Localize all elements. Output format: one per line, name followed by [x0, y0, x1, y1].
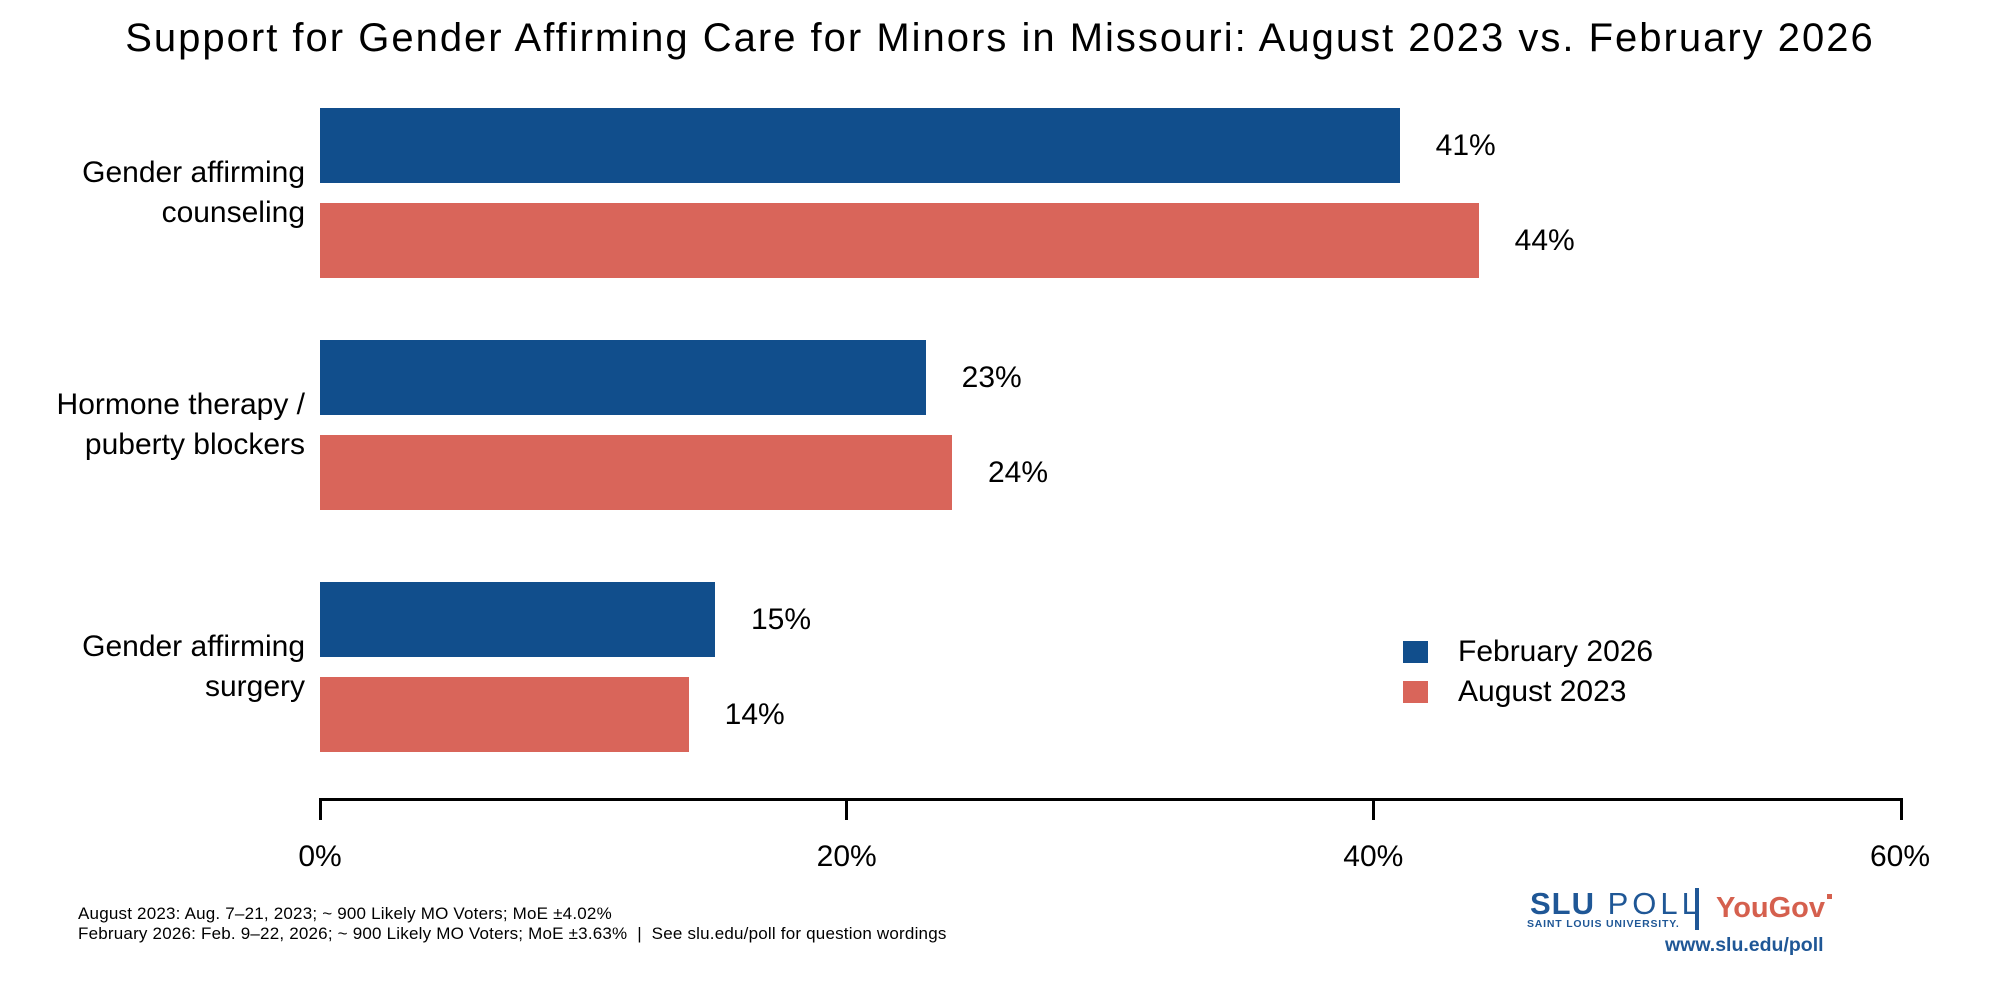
bar-february-2026-gender-affirming-surgery: [320, 582, 715, 657]
bar-february-2026-hormone-therapy-puberty-blockers: [320, 340, 926, 415]
category-label-gender-affirming-surgery: Gender affirming surgery: [82, 630, 305, 703]
yougov-wordmark: YouGov: [1716, 892, 1826, 924]
x-axis-tick: [1900, 798, 1903, 820]
bar-august-2023-gender-affirming-counseling: [320, 203, 1479, 278]
slu-poll-yougov-logo: SLU POLL SAINT LOUIS UNIVERSITY. YouGov …: [1520, 886, 1860, 966]
bar-august-2023-hormone-therapy-puberty-blockers: [320, 435, 952, 510]
legend-item-february-2026: February 2026: [1403, 632, 1653, 672]
x-axis-tick: [318, 798, 322, 820]
slu-poll-wordmark: SLU POLL: [1530, 886, 1703, 922]
registered-trademark-icon: [1827, 894, 1833, 899]
footnote-line-1: August 2023: Aug. 7–21, 2023; ~ 900 Like…: [78, 904, 612, 923]
legend-item-august-2023: August 2023: [1403, 672, 1653, 712]
x-axis-tick: [1371, 798, 1375, 820]
slu-wordmark-slu: SLU: [1530, 886, 1595, 921]
bar-value-label: 23%: [961, 360, 1022, 394]
bar-value-label: 14%: [724, 697, 785, 731]
chart-title: Support for Gender Affirming Care for Mi…: [125, 16, 1875, 60]
logo-divider: [1695, 888, 1699, 930]
bar-value-label: 41%: [1435, 128, 1496, 162]
legend-label-august-2023: August 2023: [1458, 675, 1627, 708]
bar-value-label: 24%: [988, 455, 1049, 489]
yougov-logo: YouGov: [1716, 892, 1833, 925]
bar-february-2026-gender-affirming-counseling: [320, 108, 1400, 183]
legend-swatch-august-2023: [1403, 681, 1428, 703]
legend-label-february-2026: February 2026: [1458, 635, 1654, 668]
category-label-hormone-therapy-puberty-blockers: Hormone therapy / puberty blockers: [56, 388, 305, 461]
x-axis-tick-label: 40%: [1343, 840, 1404, 873]
slu-wordmark-poll: POLL: [1595, 886, 1703, 921]
legend-swatch-february-2026: [1403, 641, 1428, 663]
x-axis-line: [320, 798, 1903, 801]
footnote-line-2: February 2026: Feb. 9–22, 2026; ~ 900 Li…: [78, 924, 947, 943]
slu-poll-url: www.slu.edu/poll: [1665, 934, 1824, 956]
bar-august-2023-gender-affirming-surgery: [320, 677, 689, 752]
x-axis-tick-label: 0%: [298, 840, 342, 873]
bar-value-label: 44%: [1514, 223, 1575, 257]
saint-louis-university-label: SAINT LOUIS UNIVERSITY.: [1527, 918, 1680, 930]
category-label-gender-affirming-counseling: Gender affirming counseling: [82, 156, 305, 229]
bar-value-label: 15%: [751, 602, 812, 636]
x-axis-tick-label: 20%: [816, 840, 877, 873]
x-axis-tick-label: 60%: [1869, 840, 1931, 873]
x-axis-tick: [845, 798, 849, 820]
legend: February 2026 August 2023: [1403, 632, 1653, 712]
